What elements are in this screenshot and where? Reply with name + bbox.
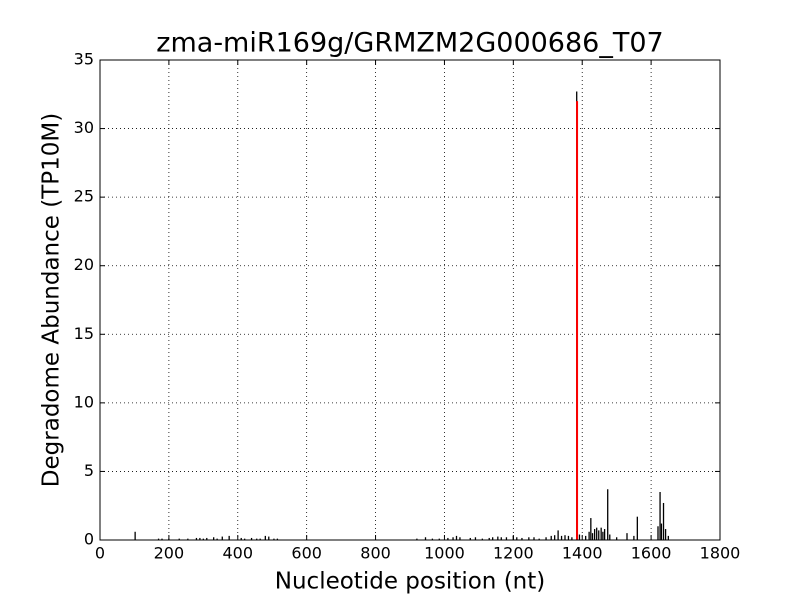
x-tick-label: 800 [360, 544, 391, 563]
y-tick-label: 0 [84, 530, 94, 549]
y-tick-label: 5 [84, 461, 94, 480]
x-tick-label: 1400 [562, 544, 603, 563]
x-tick-label: 200 [154, 544, 185, 563]
x-axis-label: Nucleotide position (nt) [275, 569, 545, 595]
x-tick-label: 600 [291, 544, 322, 563]
chart-title: zma-miR169g/GRMZM2G000686_T07 [156, 28, 663, 59]
y-tick-label: 10 [74, 392, 94, 411]
y-axis-label: Degradome Abundance (TP10M) [39, 113, 65, 487]
x-tick-label: 1000 [424, 544, 465, 563]
x-tick-label: 1800 [700, 544, 741, 563]
y-tick-label: 25 [74, 187, 94, 206]
y-tick-label: 15 [74, 324, 94, 343]
plot-frame [99, 59, 721, 541]
x-tick-label: 0 [95, 544, 105, 563]
x-tick-label: 1600 [631, 544, 672, 563]
x-tick-label: 1200 [493, 544, 534, 563]
y-tick-label: 35 [74, 50, 94, 69]
x-tick-label: 400 [223, 544, 254, 563]
y-tick-label: 20 [74, 255, 94, 274]
y-tick-label: 30 [74, 118, 94, 137]
